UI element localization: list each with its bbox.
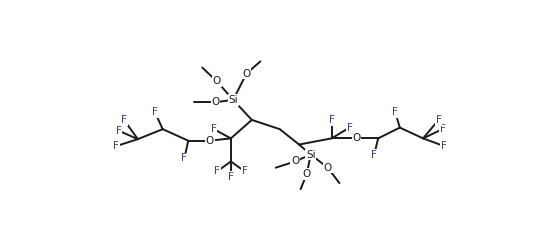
- Text: F: F: [371, 150, 377, 159]
- Text: O: O: [352, 133, 361, 143]
- Text: F: F: [116, 126, 122, 136]
- Text: F: F: [181, 153, 187, 163]
- Text: F: F: [228, 172, 234, 182]
- Text: O: O: [242, 69, 251, 79]
- Text: Si: Si: [228, 95, 238, 105]
- Text: F: F: [113, 141, 119, 151]
- Text: F: F: [329, 115, 335, 125]
- Text: F: F: [435, 115, 441, 125]
- Text: O: O: [211, 97, 220, 107]
- Text: F: F: [441, 141, 447, 151]
- Text: F: F: [439, 124, 445, 134]
- Text: F: F: [392, 107, 398, 117]
- Text: O: O: [206, 136, 214, 146]
- Text: F: F: [121, 115, 127, 125]
- Text: O: O: [324, 163, 332, 173]
- Text: F: F: [347, 123, 353, 133]
- Text: F: F: [214, 166, 220, 176]
- Text: O: O: [213, 76, 221, 86]
- Text: O: O: [302, 169, 311, 179]
- Text: Si: Si: [306, 150, 316, 159]
- Text: O: O: [291, 157, 299, 166]
- Text: F: F: [242, 166, 248, 176]
- Text: F: F: [211, 124, 217, 134]
- Text: F: F: [152, 107, 158, 117]
